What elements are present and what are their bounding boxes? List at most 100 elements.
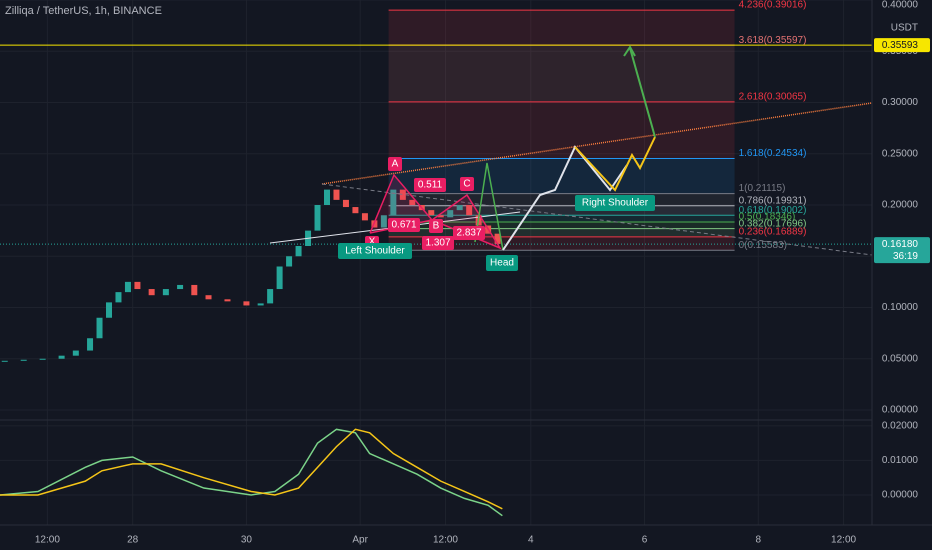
candle xyxy=(352,207,359,214)
trend-line xyxy=(321,102,873,185)
candle xyxy=(466,205,473,216)
x-tick-label: 6 xyxy=(642,535,648,546)
fib-label: 2.618(0.30065) xyxy=(739,91,807,102)
fib-label: 0.236(0.16889) xyxy=(739,227,807,238)
pattern-labels: A C 0.511 0.671 B X 1.307 2.837 Left Sho… xyxy=(338,157,655,271)
candle xyxy=(286,256,293,267)
arrow xyxy=(629,47,656,138)
candle xyxy=(276,266,283,290)
candle xyxy=(1,360,8,362)
fib-label: 4.236(0.39016) xyxy=(739,0,807,11)
axes: 12:00 28 30 Apr 12:00 4 6 8 12:00 0.00000 0.05000 0… xyxy=(35,0,930,546)
price-badge xyxy=(874,237,930,264)
candle xyxy=(456,205,463,211)
candle xyxy=(380,215,387,228)
macd-line xyxy=(0,428,503,517)
x-tick-label: 28 xyxy=(127,535,139,546)
macd-pane xyxy=(0,428,503,517)
x-tick-label: 30 xyxy=(241,535,253,546)
ratio-label: 1.307 xyxy=(425,238,450,249)
y-tick-label: 0.30000 xyxy=(882,97,919,108)
candle xyxy=(399,189,406,200)
point-label: C xyxy=(463,179,470,190)
x-tick-label: 4 xyxy=(528,535,534,546)
point-label: B xyxy=(433,221,440,232)
candle xyxy=(243,301,250,306)
candle xyxy=(177,284,184,290)
candle xyxy=(124,281,131,293)
candle xyxy=(324,189,330,205)
fib-label: 0(0.15583) xyxy=(739,240,787,251)
arrow xyxy=(474,162,504,251)
fib-label: 0.382(0.17696) xyxy=(739,218,807,229)
x-tick-label: 8 xyxy=(755,535,761,546)
ratio-label: 0.671 xyxy=(391,220,416,231)
y-tick-label: 0.10000 xyxy=(882,302,919,313)
candle xyxy=(342,199,349,208)
fib-band xyxy=(388,10,735,46)
candle xyxy=(39,358,46,360)
y-tick-label: 0.01000 xyxy=(882,455,919,466)
label-box xyxy=(429,219,443,233)
fib-label: 1(0.21115) xyxy=(739,183,786,194)
axis-unit: USDT xyxy=(891,23,918,34)
ratio-label: 0.511 xyxy=(418,180,443,191)
macd-line xyxy=(0,428,503,510)
candle xyxy=(257,303,264,306)
head-label: Head xyxy=(490,258,514,269)
fib-label: 3.618(0.35597) xyxy=(739,35,807,46)
label-box xyxy=(453,226,485,240)
candle xyxy=(333,189,340,200)
candle xyxy=(72,350,79,356)
shoulder-label: Right Shoulder xyxy=(582,198,649,209)
candle xyxy=(267,289,274,304)
label-box xyxy=(388,157,402,171)
label-box xyxy=(486,255,518,271)
price-badge xyxy=(874,38,930,53)
label-box xyxy=(575,195,655,211)
ratio-label: 2.837 xyxy=(456,228,481,239)
grid xyxy=(0,0,872,525)
arrow-head xyxy=(623,45,636,57)
candle xyxy=(494,233,501,244)
label-box xyxy=(460,177,474,191)
candle xyxy=(162,289,169,296)
label-box xyxy=(388,218,420,232)
candle xyxy=(96,317,103,339)
fib-band xyxy=(388,45,735,102)
price-badge-label: 0.35593 xyxy=(882,40,919,51)
fib-band xyxy=(388,221,735,229)
y-tick-label: 0.05000 xyxy=(882,353,919,364)
y-tick-label: 0.00000 xyxy=(882,490,919,501)
fib-band xyxy=(388,215,735,222)
x-tick-label: Apr xyxy=(352,535,368,546)
label-box xyxy=(414,178,446,192)
projection xyxy=(574,136,656,192)
label-box xyxy=(422,236,454,250)
candle xyxy=(314,205,321,231)
candle xyxy=(106,302,112,318)
price-badge-label: 0.16180 xyxy=(882,239,919,250)
x-tick-label: 12:00 xyxy=(831,535,856,546)
candle xyxy=(191,284,198,296)
candle xyxy=(148,289,155,296)
candle xyxy=(205,295,212,300)
candle xyxy=(58,355,65,359)
fib-label: 0.5(0.18346) xyxy=(739,212,796,223)
fib-label: 0.786(0.19931) xyxy=(739,195,807,206)
y-tick-label: 0.00000 xyxy=(882,405,919,416)
fib-label: 1.618(0.24534) xyxy=(739,148,807,159)
y-tick-label: 0.40000 xyxy=(882,0,919,11)
y-tick-label: 0.02000 xyxy=(882,421,919,432)
shoulder-label: Left Shoulder xyxy=(345,246,405,257)
projection xyxy=(502,145,628,251)
label-box xyxy=(338,243,412,259)
candle xyxy=(87,338,94,351)
candle xyxy=(437,215,444,218)
candle xyxy=(115,292,122,303)
trend-line xyxy=(321,183,873,256)
point-label: A xyxy=(392,159,399,170)
candle xyxy=(224,299,231,302)
